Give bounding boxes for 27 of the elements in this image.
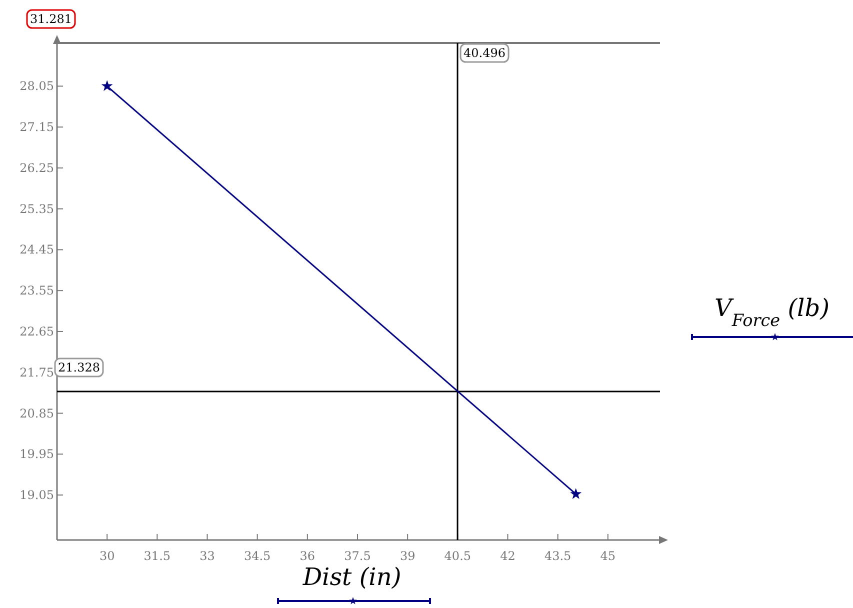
- y-tick-label: 23.55: [20, 284, 54, 298]
- y-tick-label: 26.25: [20, 160, 54, 175]
- y-tick-label: 25.35: [20, 202, 54, 216]
- y-tick-label: 21.75: [20, 365, 54, 380]
- text: 31.281: [30, 12, 72, 26]
- y-tick-label: 27.15: [20, 120, 54, 134]
- x-tick-label: 34.5: [244, 549, 271, 563]
- y-tick-label: 19.05: [20, 488, 54, 502]
- x-tick-label: 42: [500, 549, 516, 563]
- y-tick-label: 24.45: [20, 242, 54, 257]
- x-axis-title: Dist (in): [302, 563, 402, 591]
- x-tick-label: 45: [600, 549, 616, 563]
- x-tick-label: 40.5: [444, 549, 472, 563]
- y-tick-label: 20.85: [20, 406, 54, 420]
- x-tick-label: 43.5: [544, 549, 572, 563]
- x-tick-label: 33: [200, 549, 215, 563]
- y-tick-label: 19.95: [20, 447, 54, 462]
- ref-line-label: 21.328: [58, 360, 100, 375]
- y-tick-label: 22.65: [20, 324, 54, 338]
- x-tick-label: 39: [400, 549, 416, 563]
- x-tick-label: 30: [99, 549, 115, 563]
- x-tick-label: 37.5: [344, 549, 371, 563]
- ref-line-label: 40.496: [464, 46, 506, 60]
- x-tick-label: 31.5: [144, 549, 171, 563]
- x-tick-label: 36: [300, 549, 316, 563]
- y-axis-title: V$_{Force}$ (lb): [714, 294, 830, 330]
- y-tick-label: 28.05: [20, 79, 54, 94]
